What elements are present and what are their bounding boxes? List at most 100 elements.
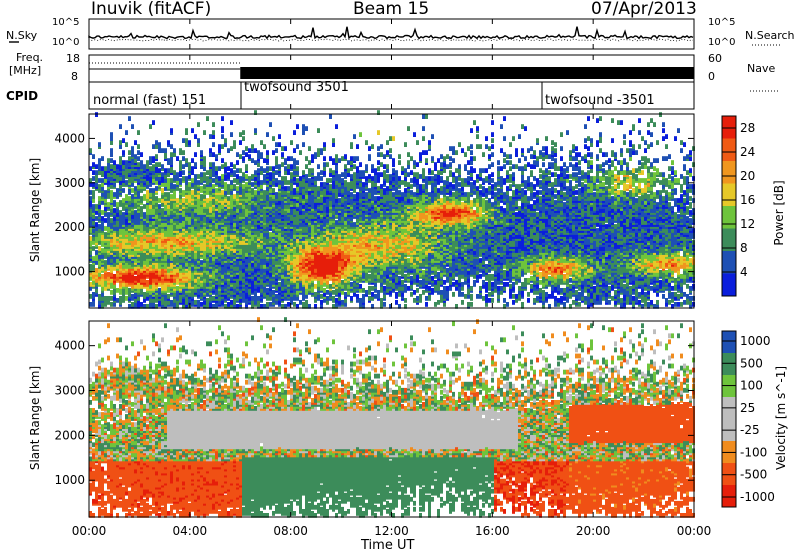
power-cell: [182, 138, 185, 143]
power-cell: [143, 194, 146, 199]
power-cell: [257, 296, 260, 301]
power-cell: [284, 158, 287, 163]
power-cell: [245, 174, 248, 179]
power-cell: [272, 136, 275, 141]
power-cell: [317, 164, 320, 169]
power-cell: [134, 186, 137, 191]
power-cell: [92, 246, 95, 251]
power-cell: [107, 296, 110, 301]
power-cell: [269, 172, 272, 177]
power-cell: [227, 148, 230, 153]
power-cell: [155, 140, 158, 145]
power-cell: [338, 198, 341, 203]
power-cell: [320, 148, 323, 153]
power-cell: [194, 174, 197, 179]
power-cell: [215, 154, 218, 159]
power-cell: [137, 130, 140, 135]
power-cell: [164, 192, 167, 197]
power-cell: [257, 168, 260, 173]
power-cell: [158, 142, 161, 147]
power-cell: [332, 290, 335, 295]
power-cell: [119, 296, 122, 301]
power-cell: [212, 130, 215, 135]
power-cell: [290, 156, 293, 161]
power-cell: [170, 178, 173, 183]
power-cell: [242, 156, 245, 161]
power-cell: [251, 182, 254, 187]
power-cell: [113, 274, 116, 279]
power-cell: [95, 222, 98, 227]
power-cell: [152, 144, 155, 149]
power-cell: [104, 226, 107, 231]
power-cell: [161, 148, 164, 153]
power-cell: [215, 166, 218, 171]
power-cell: [95, 204, 98, 209]
power-cell: [338, 174, 341, 179]
power-cell: [206, 176, 209, 181]
power-cell: [239, 140, 242, 145]
power-cell: [239, 176, 242, 181]
power-cell: [290, 164, 293, 169]
power-cell: [245, 182, 248, 187]
power-cell: [137, 156, 140, 161]
power-cell: [239, 132, 242, 137]
power-cell: [170, 194, 173, 199]
power-cell: [224, 182, 227, 187]
power-cell: [305, 164, 308, 169]
power-cell: [230, 300, 233, 305]
power-cell: [221, 158, 224, 163]
power-cell: [311, 154, 314, 159]
power-cell: [233, 170, 236, 175]
power-cell: [104, 190, 107, 195]
power-cell: [167, 140, 170, 145]
power-cell: [230, 162, 233, 167]
power-cell: [263, 168, 266, 173]
power-cell: [245, 146, 248, 151]
power-cell: [140, 302, 143, 307]
power-cell: [98, 224, 101, 229]
power-cell: [164, 148, 167, 153]
power-cell: [275, 192, 278, 197]
power-cell: [119, 124, 122, 129]
power-cell: [299, 176, 302, 181]
power-cell: [128, 288, 131, 293]
power-cell: [263, 174, 266, 179]
power-cell: [128, 156, 131, 161]
power-cell: [122, 198, 125, 203]
power-cell: [119, 210, 122, 215]
power-cell: [167, 178, 170, 183]
power-cell: [254, 128, 257, 133]
power-cell: [191, 178, 194, 183]
power-cell: [92, 154, 95, 159]
power-cell: [233, 184, 236, 189]
power-cell: [113, 160, 116, 165]
power-cell: [98, 196, 101, 201]
power-cell: [323, 142, 326, 147]
power-cell: [254, 170, 257, 175]
power-cell: [266, 132, 269, 137]
power-cell: [101, 216, 104, 221]
power-cell: [203, 156, 206, 161]
power-cell: [221, 126, 224, 131]
power-cell: [302, 142, 305, 147]
power-cell: [143, 212, 146, 217]
power-cell: [209, 148, 212, 153]
power-cell: [197, 180, 200, 185]
power-cell: [221, 134, 224, 139]
power-cell: [236, 174, 239, 179]
noise-sky-trace: [89, 27, 693, 39]
power-cell: [155, 186, 158, 191]
power-cell: [98, 246, 101, 251]
power-cell: [272, 150, 275, 155]
power-cell: [293, 148, 296, 153]
power-cell: [161, 188, 164, 193]
power-cell: [251, 144, 254, 149]
power-cell: [326, 296, 329, 301]
power-cell: [230, 132, 233, 137]
power-cell: [212, 296, 215, 301]
power-cell: [302, 170, 305, 175]
power-cell: [329, 184, 332, 189]
power-cell: [131, 302, 134, 307]
power-cell: [266, 288, 269, 293]
power-cell: [125, 130, 128, 135]
